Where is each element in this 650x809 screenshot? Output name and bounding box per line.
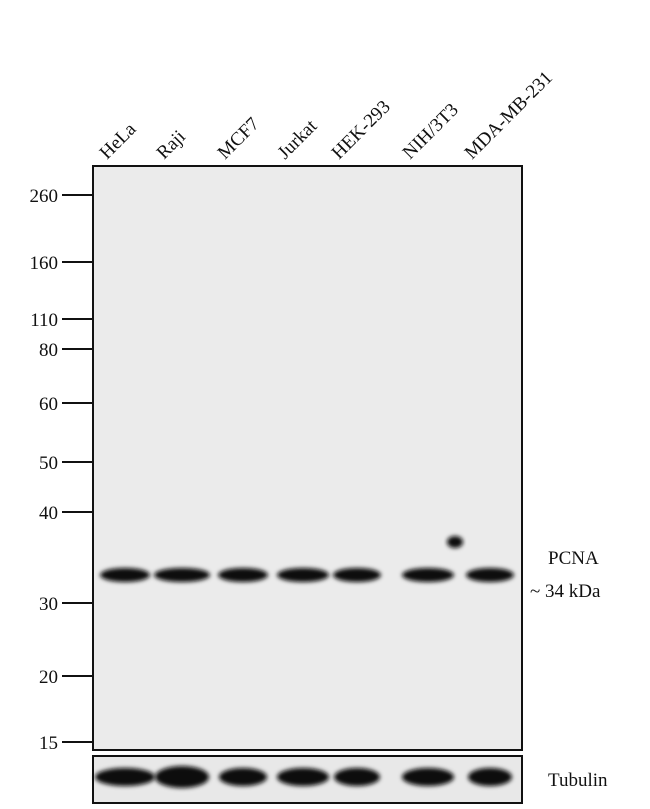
lane-label: HeLa xyxy=(96,118,141,163)
marker-label: 30 xyxy=(39,594,58,615)
pcna-band xyxy=(154,568,210,582)
target-name: PCNA xyxy=(548,548,599,569)
tubulin-band xyxy=(219,768,267,786)
marker-label: 20 xyxy=(39,667,58,688)
lane-label: MCF7 xyxy=(214,114,264,164)
artifact-spot xyxy=(447,536,463,548)
marker-label: 60 xyxy=(39,394,58,415)
lane-label: NIH/3T3 xyxy=(399,99,463,163)
target-size: ~ 34 kDa xyxy=(530,581,601,602)
pcna-band xyxy=(402,568,454,582)
marker-label: 40 xyxy=(39,503,58,524)
marker-label: 160 xyxy=(30,253,59,274)
lane-label: HEK-293 xyxy=(328,96,395,163)
tubulin-band xyxy=(155,766,209,788)
marker-label: 110 xyxy=(30,310,58,331)
loading-control-label: Tubulin xyxy=(548,770,608,791)
marker-label: 50 xyxy=(39,453,58,474)
tubulin-band xyxy=(468,768,512,786)
marker-label: 260 xyxy=(30,186,59,207)
marker-label: 15 xyxy=(39,733,58,754)
pcna-band xyxy=(466,568,514,582)
tubulin-band xyxy=(95,768,155,786)
pcna-band xyxy=(100,568,150,582)
pcna-band xyxy=(218,568,268,582)
pcna-band xyxy=(277,568,329,582)
marker-label: 80 xyxy=(39,340,58,361)
tubulin-band xyxy=(277,768,329,786)
lane-label: Jurkat xyxy=(274,115,322,163)
lane-label: MDA-MB-231 xyxy=(461,67,557,163)
tubulin-band xyxy=(334,768,380,786)
lane-label: Raji xyxy=(153,126,190,163)
pcna-band xyxy=(333,568,381,582)
tubulin-band xyxy=(402,768,454,786)
blot-panel xyxy=(92,165,523,751)
